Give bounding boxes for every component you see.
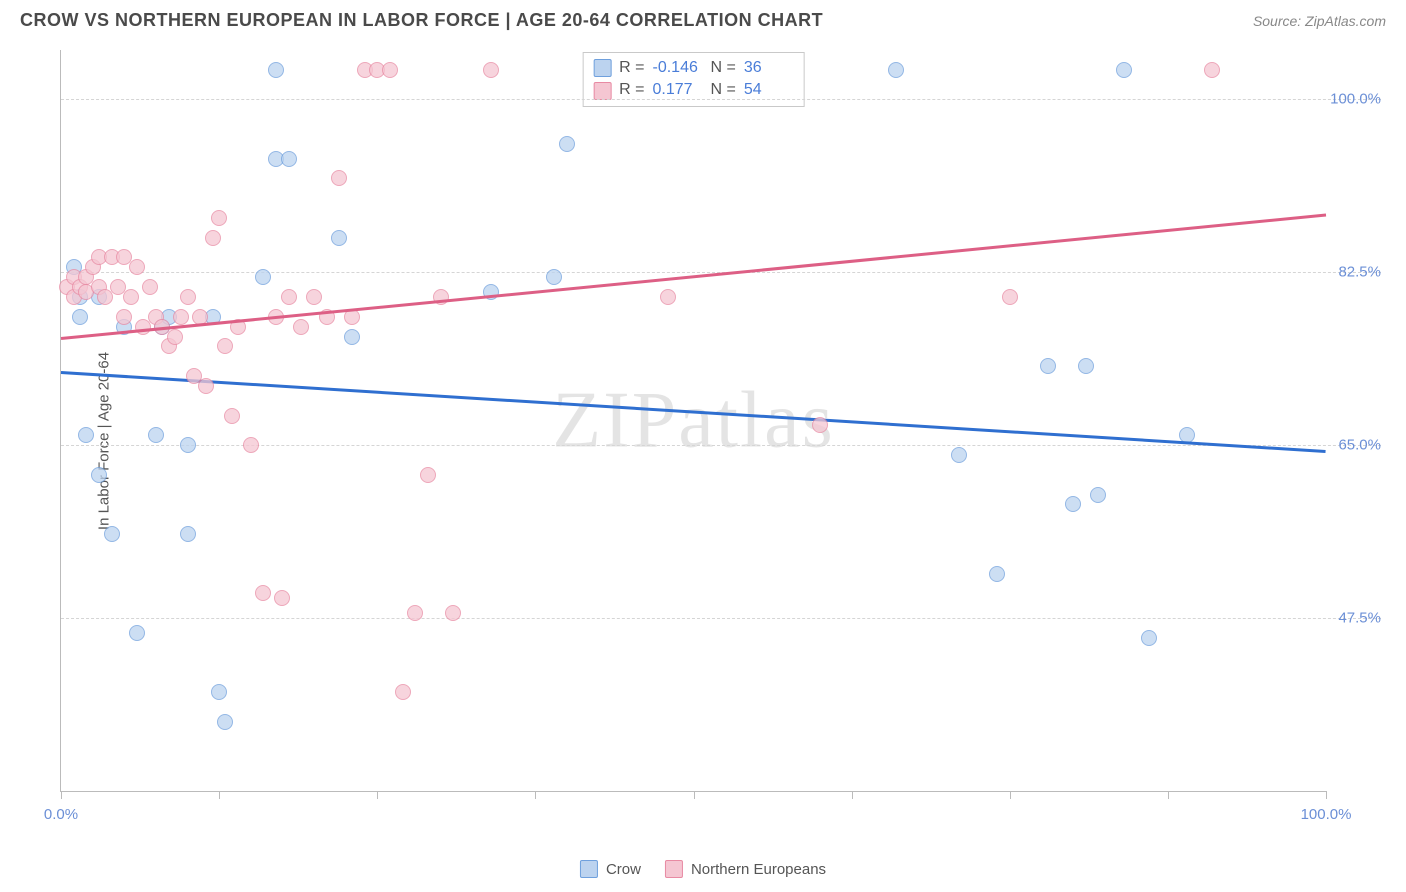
data-point <box>148 427 164 443</box>
legend: Crow Northern Europeans <box>580 860 826 878</box>
gridline <box>61 99 1381 100</box>
data-point <box>1204 62 1220 78</box>
data-point <box>395 684 411 700</box>
data-point <box>420 467 436 483</box>
data-point <box>217 714 233 730</box>
data-point <box>1065 496 1081 512</box>
legend-label: Crow <box>606 861 641 878</box>
data-point <box>1116 62 1132 78</box>
data-point <box>331 170 347 186</box>
series-swatch <box>593 59 611 77</box>
data-point <box>344 329 360 345</box>
data-point <box>293 319 309 335</box>
x-tick <box>219 791 220 799</box>
data-point <box>951 447 967 463</box>
data-point <box>812 417 828 433</box>
data-point <box>224 408 240 424</box>
data-point <box>180 437 196 453</box>
y-tick-label: 65.0% <box>1338 437 1381 454</box>
x-tick-label: 100.0% <box>1301 806 1352 823</box>
y-tick-label: 100.0% <box>1330 91 1381 108</box>
data-point <box>243 437 259 453</box>
data-point <box>217 338 233 354</box>
x-tick <box>377 791 378 799</box>
n-label: N = <box>711 57 736 79</box>
watermark: ZIPatlas <box>552 375 835 466</box>
data-point <box>116 309 132 325</box>
data-point <box>123 289 139 305</box>
data-point <box>989 566 1005 582</box>
data-point <box>1141 630 1157 646</box>
legend-swatch <box>665 860 683 878</box>
data-point <box>211 684 227 700</box>
legend-swatch <box>580 860 598 878</box>
data-point <box>268 62 284 78</box>
data-point <box>104 526 120 542</box>
data-point <box>129 625 145 641</box>
x-tick <box>61 791 62 799</box>
data-point <box>72 309 88 325</box>
data-point <box>407 605 423 621</box>
stats-row: R = -0.146 N = 36 <box>593 57 794 79</box>
data-point <box>546 269 562 285</box>
r-value: -0.146 <box>653 57 703 79</box>
gridline <box>61 445 1381 446</box>
data-point <box>382 62 398 78</box>
data-point <box>255 269 271 285</box>
x-tick <box>1010 791 1011 799</box>
chart-title: CROW VS NORTHERN EUROPEAN IN LABOR FORCE… <box>20 10 823 31</box>
gridline <box>61 618 1381 619</box>
data-point <box>1002 289 1018 305</box>
n-value: 36 <box>744 57 794 79</box>
series-swatch <box>593 82 611 100</box>
data-point <box>91 467 107 483</box>
data-point <box>1078 358 1094 374</box>
data-point <box>211 210 227 226</box>
data-point <box>1040 358 1056 374</box>
x-tick <box>694 791 695 799</box>
legend-item: Crow <box>580 860 641 878</box>
data-point <box>180 526 196 542</box>
legend-item: Northern Europeans <box>665 860 826 878</box>
data-point <box>173 309 189 325</box>
data-point <box>1090 487 1106 503</box>
data-point <box>129 259 145 275</box>
data-point <box>660 289 676 305</box>
data-point <box>180 289 196 305</box>
data-point <box>255 585 271 601</box>
x-tick <box>1326 791 1327 799</box>
x-tick-label: 0.0% <box>44 806 78 823</box>
data-point <box>281 151 297 167</box>
chart-source: Source: ZipAtlas.com <box>1253 13 1386 29</box>
data-point <box>483 62 499 78</box>
x-tick <box>535 791 536 799</box>
data-point <box>445 605 461 621</box>
plot-region: ZIPatlas R =-0.146N =36R = 0.177N =54 47… <box>60 50 1326 792</box>
chart-area: In Labor Force | Age 20-64 ZIPatlas R =-… <box>50 40 1386 842</box>
data-point <box>198 378 214 394</box>
data-point <box>205 230 221 246</box>
data-point <box>142 279 158 295</box>
y-tick-label: 82.5% <box>1338 264 1381 281</box>
data-point <box>559 136 575 152</box>
data-point <box>167 329 183 345</box>
x-tick <box>1168 791 1169 799</box>
data-point <box>306 289 322 305</box>
r-label: R = <box>619 57 644 79</box>
y-tick-label: 47.5% <box>1338 610 1381 627</box>
legend-label: Northern Europeans <box>691 861 826 878</box>
data-point <box>78 427 94 443</box>
trend-line <box>61 213 1326 339</box>
data-point <box>274 590 290 606</box>
chart-header: CROW VS NORTHERN EUROPEAN IN LABOR FORCE… <box>0 0 1406 39</box>
data-point <box>888 62 904 78</box>
data-point <box>281 289 297 305</box>
data-point <box>331 230 347 246</box>
x-tick <box>852 791 853 799</box>
